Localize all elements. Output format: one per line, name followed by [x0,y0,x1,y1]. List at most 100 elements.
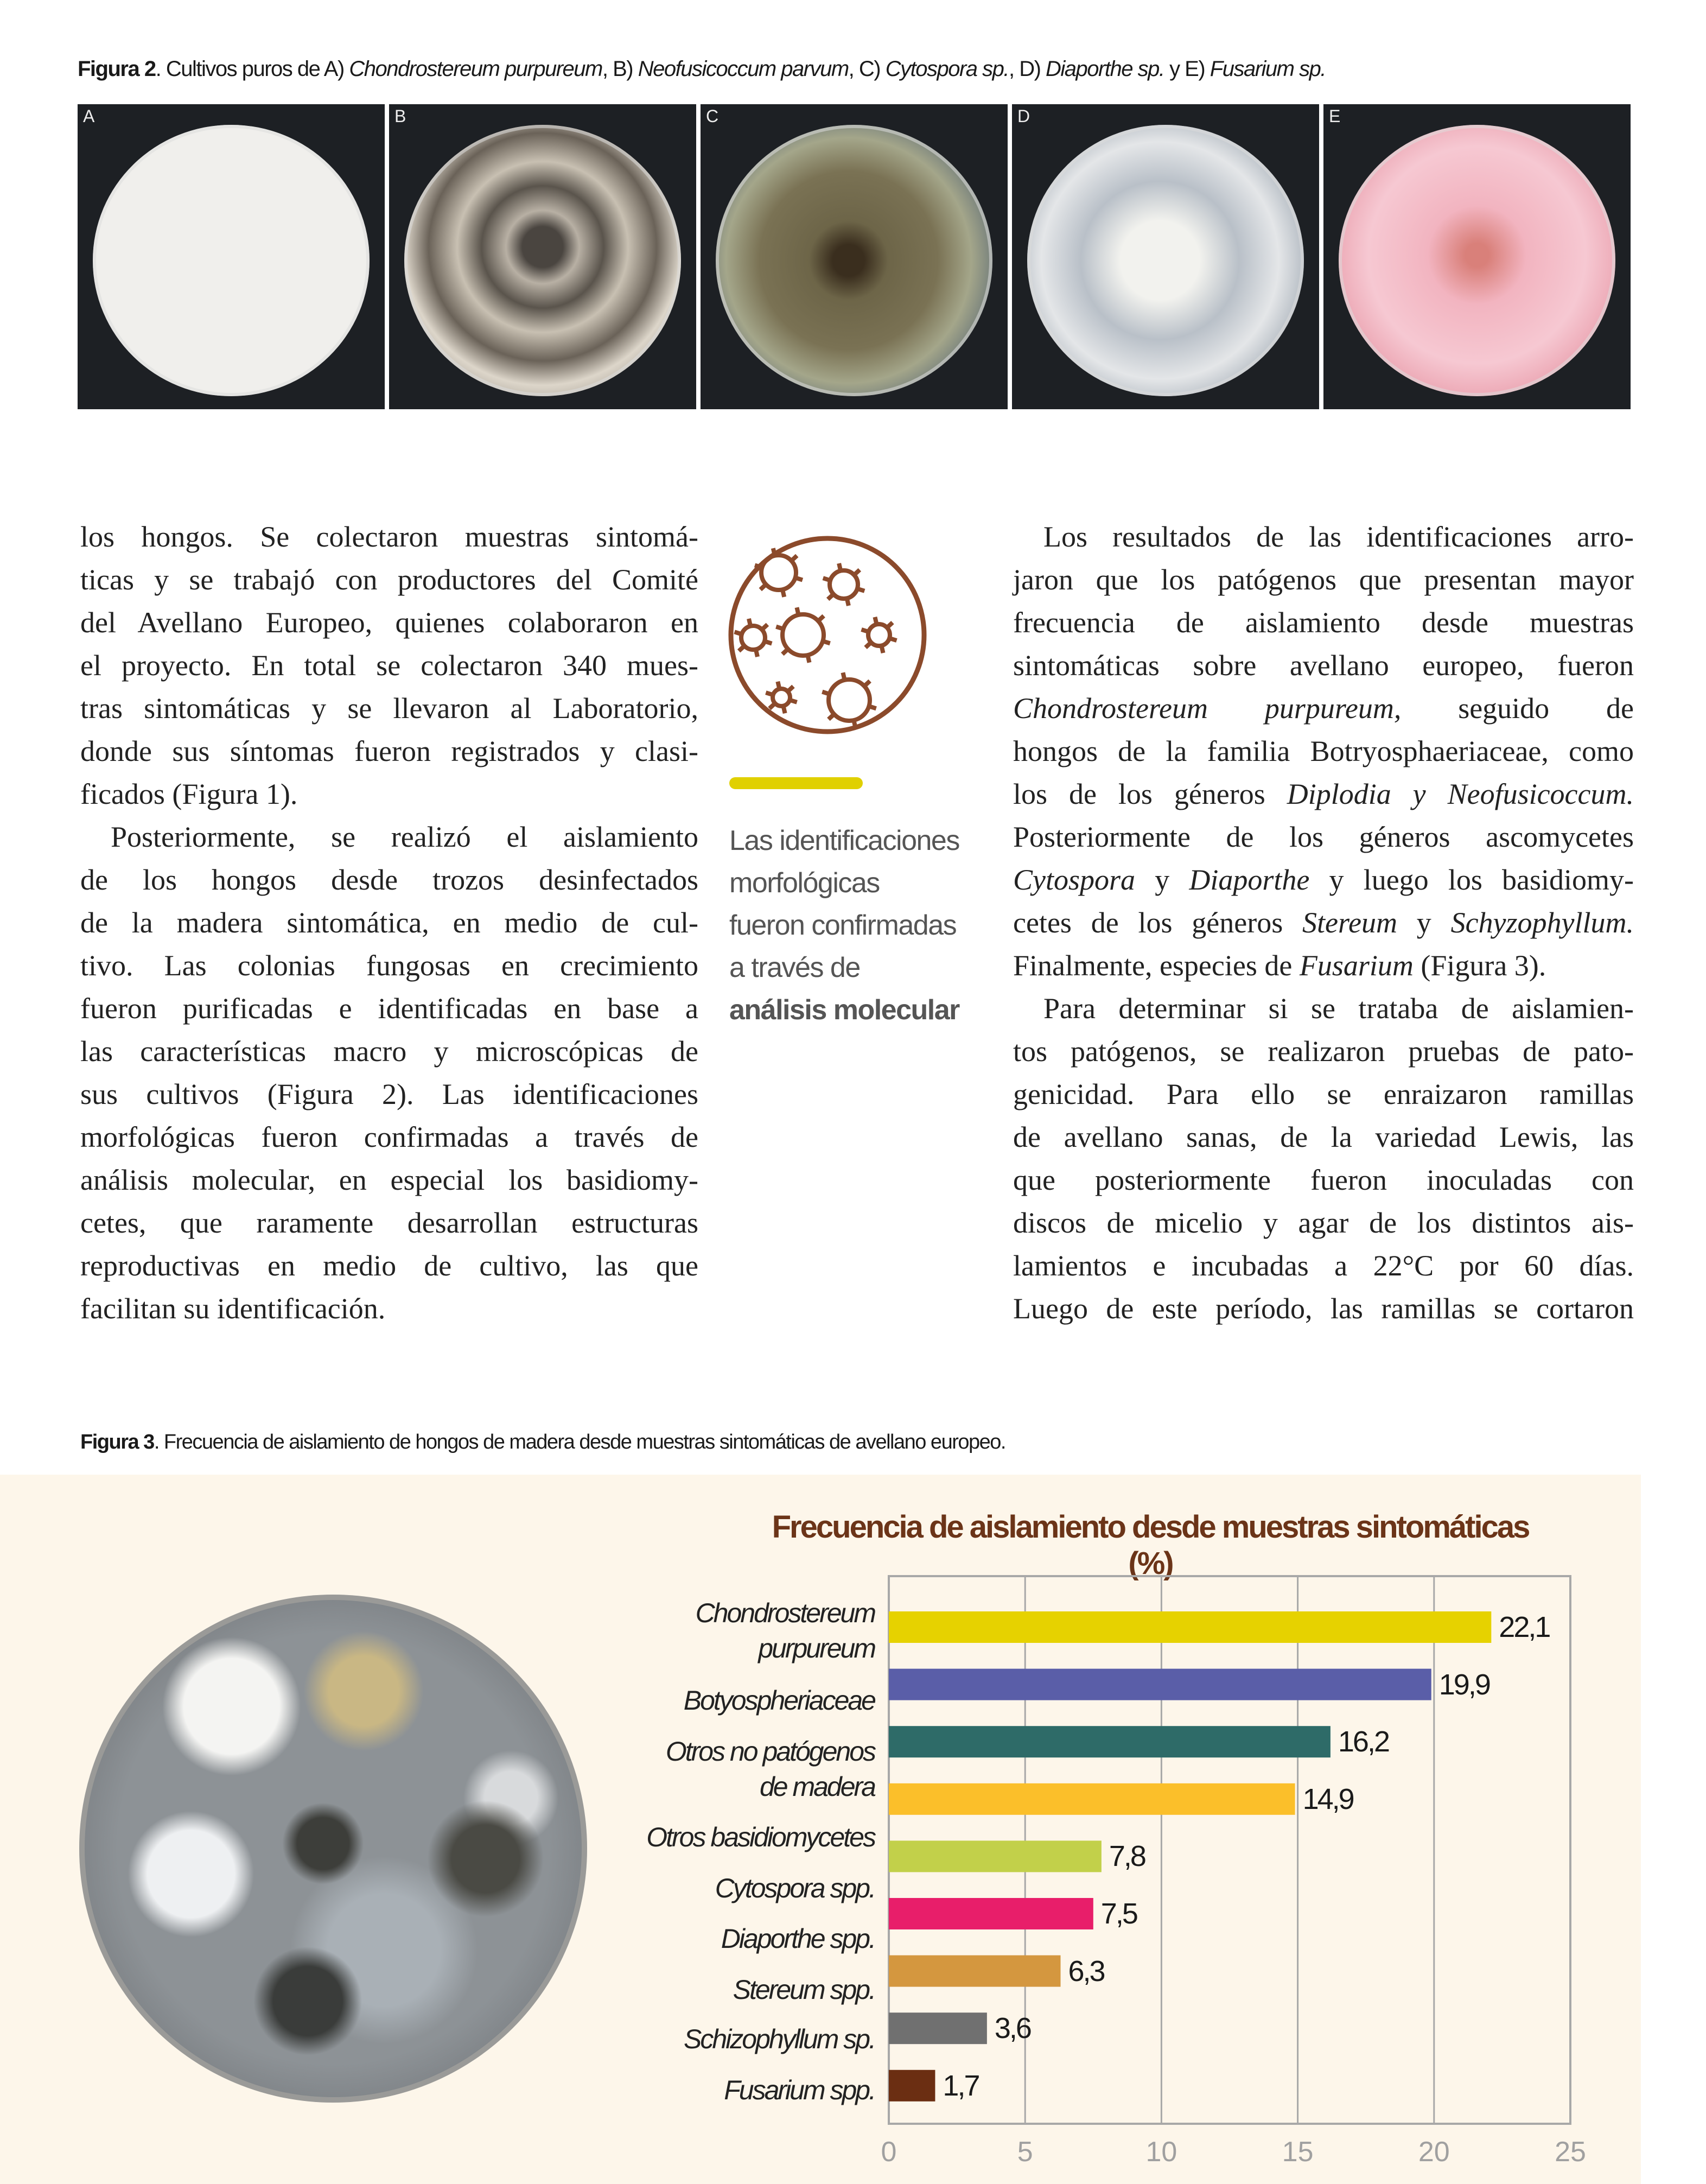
text-segment: ticas y se trabajó con productores del C… [80,563,698,596]
x-tick-label: 0 [881,2136,897,2168]
category-label: Stereum spp. [733,1975,876,2005]
text-segment: que posteriormente fueron inoculadas con [1013,1164,1634,1196]
text-line: Posteriormente de los géneros ascomycete… [1013,816,1634,859]
text-line: Chondrostereum purpureum, seguido de [1013,687,1634,730]
text-segment: reproductivas en medio de cultivo, las q… [80,1249,698,1282]
pull-quote-line: morfológicas [729,867,880,899]
text-segment: tos patógenos, se realizaron pruebas de … [1013,1035,1634,1068]
culture-photo-b: B [389,104,696,409]
text-segment: las características macro y microscópica… [80,1035,698,1068]
pull-quote-line: a través de [729,952,861,983]
text-segment: genicidad. Para ello se enraizaron ramil… [1013,1078,1634,1110]
text-line: tivo. Las colonias fungosas en crecimien… [80,944,698,987]
italic-text: Diplodia y Neofusicoccum. [1287,778,1634,810]
text-segment: frecuencia de aislamiento desde muestras [1013,606,1634,639]
italic-text: Cytospora [1013,864,1136,896]
text-line: Luego de este período, las ramillas se c… [1013,1287,1634,1330]
pull-quote-line: Las identificaciones [729,825,960,856]
text-line: de la madera sintomática, en medio de cu… [80,901,698,944]
caption-segment: , D) [1008,57,1046,81]
category-label: Botyospheriaceae [683,1685,876,1716]
text-line: del Avellano Europeo, quienes colaboraro… [80,601,698,644]
accent-bar [729,777,863,789]
text-segment: discos de micelio y agar de los distinto… [1013,1207,1634,1239]
text-segment: fueron purificadas e identificadas en ba… [80,992,698,1025]
figure-3-caption-bold: Figura 3 [80,1431,155,1453]
figure-3-caption-text: . Frecuencia de aislamiento de hongos de… [154,1431,1007,1453]
pull-quote: Las identificaciones morfológicas fueron… [729,820,960,1031]
text-segment: y [1397,906,1451,939]
category-label: Cytospora spp. [715,1873,876,1903]
text-line: genicidad. Para ello se enraizaron ramil… [1013,1073,1634,1116]
category-label: Chondrostereum [695,1598,876,1628]
petri-dish [404,125,681,396]
text-line: el proyecto. En total se colectaron 340 … [80,644,698,687]
x-tick-label: 15 [1282,2136,1314,2168]
text-line: Finalmente, especies de Fusarium (Figura… [1013,944,1634,987]
text-segment: el proyecto. En total se colectaron 340 … [80,649,698,682]
category-label: Diaporthe spp. [721,1923,876,1954]
category-label: de madera [759,1772,876,1802]
figure-2-caption: Figura 2. Cultivos puros de A) Chondrost… [78,57,1326,81]
text-line: análisis molecular, en especial los basi… [80,1159,698,1202]
text-segment: seguido de [1401,692,1634,725]
text-segment: tivo. Las colonias fungosas en crecimien… [80,949,698,982]
category-label: purpureum [758,1633,876,1664]
text-line: los hongos. Se colectaron muestras sinto… [80,516,698,558]
x-tick-label: 25 [1555,2136,1586,2168]
value-label: 16,2 [1338,1725,1390,1758]
caption-segment: , C) [848,57,886,81]
text-segment: jaron que los patógenos que presentan ma… [1013,563,1634,596]
text-line: Posteriormente, se realizó el aislamient… [80,816,698,859]
italic-text: Diaporthe [1189,864,1310,896]
panel-label: A [83,106,95,126]
italic-text: Schyzophyllum. [1450,906,1634,939]
text-segment: ficados (Figura 1). [80,778,298,810]
panel-label: E [1329,106,1341,126]
text-line: frecuencia de aislamiento desde muestras [1013,601,1634,644]
text-segment: de la madera sintomática, en medio de cu… [80,906,698,939]
culture-photo-a: A [78,104,385,409]
caption-segment: Figura 2 [78,57,156,81]
caption-segment: Diaporthe sp. [1046,57,1165,81]
fungal-spores-icon [728,536,927,734]
text-line: que posteriormente fueron inoculadas con [1013,1159,1634,1202]
x-tick-label: 20 [1418,2136,1450,2168]
caption-segment: Fusarium sp. [1210,57,1327,81]
category-label: Schizophyllum sp. [684,2024,876,2054]
panel-label: B [394,106,406,126]
value-label: 22,1 [1499,1611,1551,1643]
text-segment: del Avellano Europeo, quienes colaboraro… [80,606,698,639]
text-line: facilitan su identificación. [80,1287,698,1330]
text-line: reproductivas en medio de cultivo, las q… [80,1245,698,1287]
text-segment: donde sus síntomas fueron registrados y … [80,735,698,767]
text-segment: de avellano sanas, de la variedad Lewis,… [1013,1121,1634,1153]
category-label: Otros no patógenos [665,1736,876,1767]
chart-title: Frecuencia de aislamiento desde muestras… [772,1509,1531,1581]
text-line: ficados (Figura 1). [80,773,698,816]
text-line: cetes de los géneros Stereum y Schyzophy… [1013,901,1634,944]
petri-dish-photo [79,1595,587,2103]
petri-dish [1027,125,1304,396]
text-line: ticas y se trabajó con productores del C… [80,558,698,601]
text-line: los de los géneros Diplodia y Neofusicoc… [1013,773,1634,816]
category-label: Fusarium spp. [724,2075,876,2105]
text-segment: (Figura 3). [1413,949,1546,982]
panel-label: D [1017,106,1030,126]
left-text-column: los hongos. Se colectaron muestras sinto… [80,516,698,1330]
caption-segment: Neofusicoccum parvum [638,57,849,81]
text-line: discos de micelio y agar de los distinto… [1013,1202,1634,1245]
text-line: tos patógenos, se realizaron pruebas de … [1013,1030,1634,1073]
caption-segment: . Cultivos puros de A) [155,57,349,81]
culture-photo-d: D [1012,104,1319,409]
text-segment: cetes de los géneros [1013,906,1303,939]
text-segment: análisis molecular, en especial los basi… [80,1164,698,1196]
text-segment: morfológicas fueron confirmadas a través… [80,1121,698,1153]
text-line: Cytospora y Diaporthe y luego los basidi… [1013,859,1634,901]
italic-text: Fusarium [1299,949,1414,982]
text-segment: Posteriormente de los géneros ascomycete… [1013,821,1634,853]
culture-photo-c: C [701,104,1008,409]
value-label: 7,8 [1109,1840,1147,1873]
petri-dish [1339,125,1615,396]
culture-photo-e: E [1323,104,1631,409]
